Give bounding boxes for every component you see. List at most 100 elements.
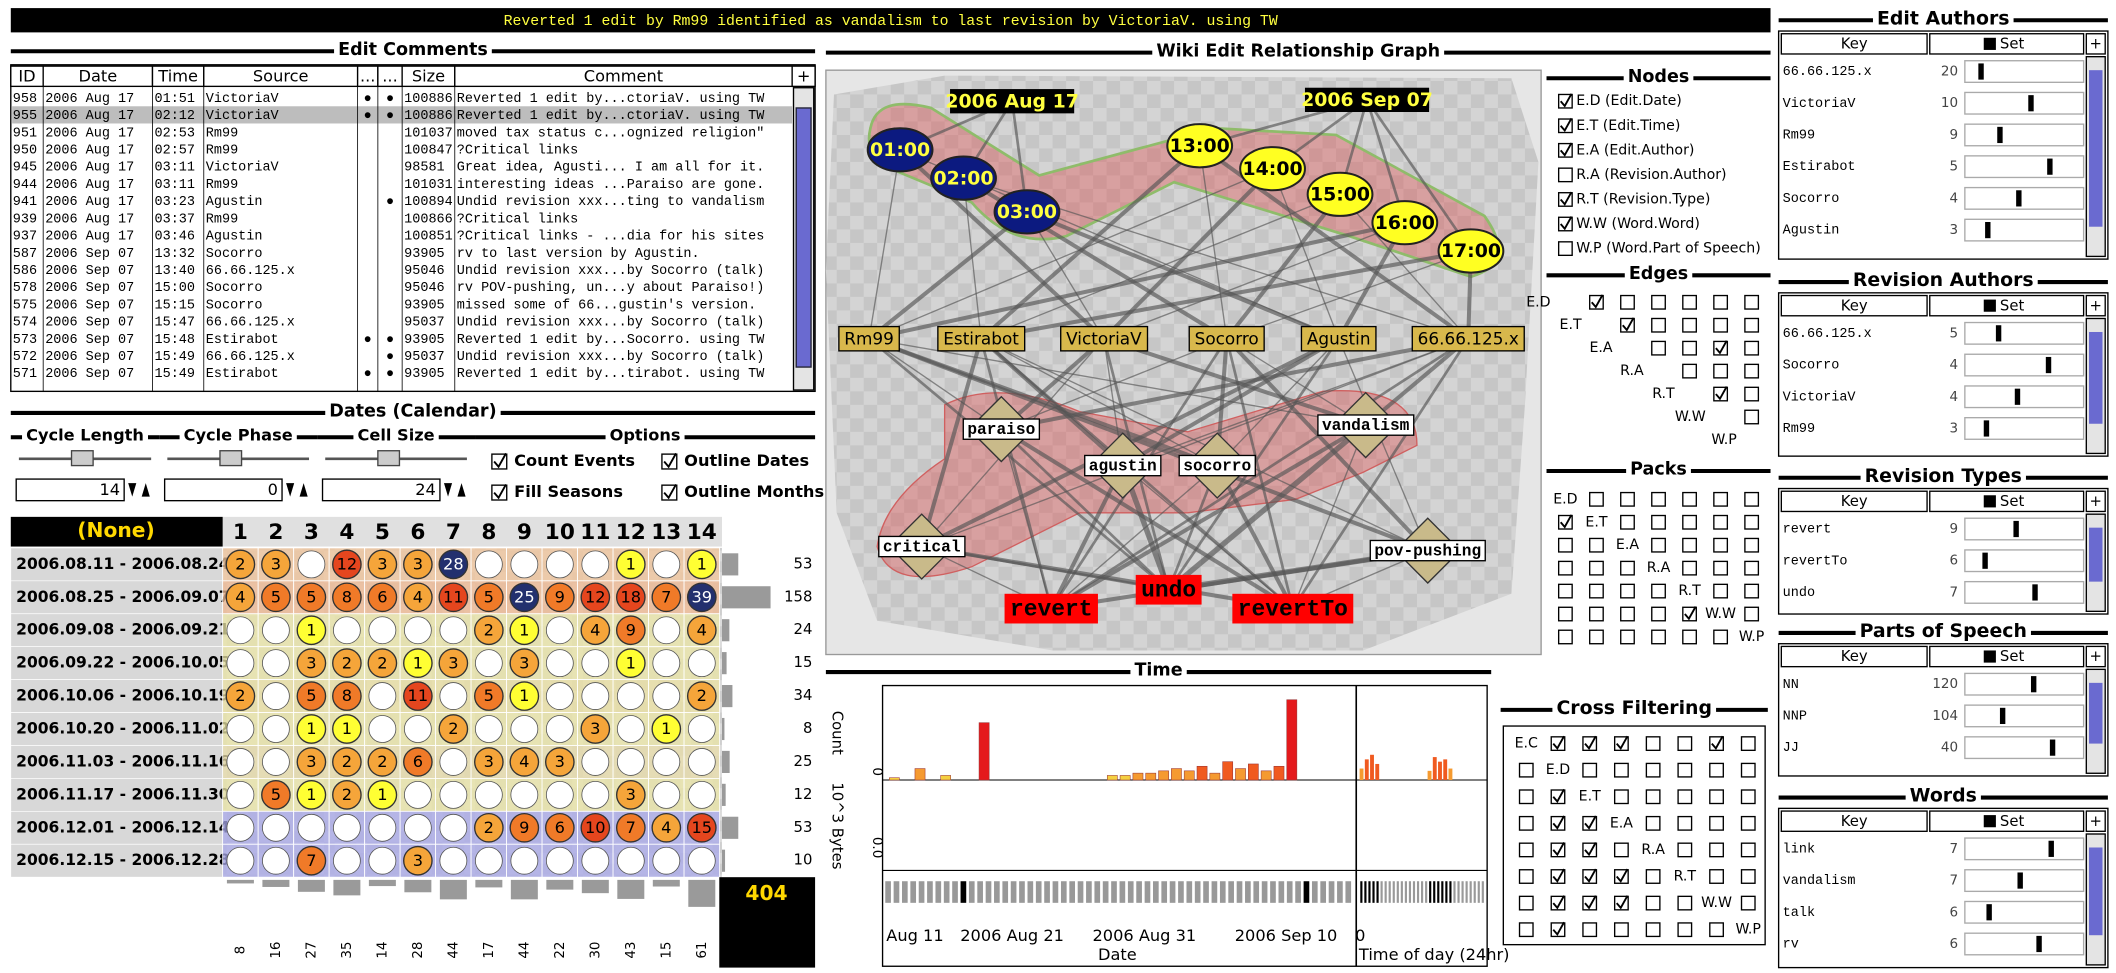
slider-knob[interactable] [219,450,243,467]
day-cell[interactable] [296,648,327,678]
day-cell[interactable] [474,681,504,711]
set-slider[interactable] [1964,517,2085,541]
day-cell[interactable] [332,582,362,613]
day-cell[interactable] [509,615,540,646]
checkbox[interactable] [1645,789,1661,805]
checkbox[interactable] [1744,317,1760,333]
checkbox[interactable] [1744,537,1760,553]
checkbox[interactable] [1645,895,1661,911]
day-cell[interactable] [296,780,327,810]
checkbox[interactable] [1589,491,1604,507]
checkbox[interactable] [1713,317,1729,333]
day-cell[interactable] [580,812,611,843]
day-cell[interactable] [403,549,433,580]
date-node[interactable] [1304,87,1430,113]
author-node[interactable] [937,325,1026,352]
checkbox[interactable] [1744,340,1760,356]
checkbox[interactable] [1620,629,1635,645]
day-cell[interactable] [367,648,398,678]
checkbox[interactable] [1589,629,1604,645]
day-cell[interactable] [474,747,504,777]
time-node[interactable] [1437,228,1505,274]
checkbox[interactable] [1557,167,1573,183]
scrollbar-thumb[interactable] [795,107,812,368]
value-box[interactable] [15,478,125,502]
day-cell[interactable] [509,648,540,678]
day-cell[interactable] [474,582,504,613]
set-header[interactable] [1929,490,2085,513]
checkbox[interactable] [1713,363,1729,379]
day-cell[interactable] [332,780,362,810]
day-cell[interactable] [367,549,398,580]
day-cell[interactable] [332,714,362,744]
set-slider[interactable] [1964,353,2085,377]
checkbox[interactable] [1709,842,1724,858]
checkbox[interactable] [1677,815,1693,831]
day-cell[interactable] [651,714,682,744]
checkbox[interactable] [1589,583,1604,599]
type-node[interactable] [1004,593,1098,624]
checkbox[interactable] [1613,762,1629,778]
checkbox[interactable] [1744,606,1760,622]
spinner-up[interactable] [141,483,150,497]
spinner-down[interactable] [443,483,453,497]
checkbox[interactable] [1740,815,1756,831]
checkbox[interactable] [1713,560,1729,576]
set-slider[interactable] [1964,900,2085,924]
checkbox[interactable] [1620,606,1635,622]
day-cell[interactable] [296,747,327,777]
day-cell[interactable] [296,681,327,711]
checkbox[interactable] [1651,317,1666,333]
day-cell[interactable] [544,812,575,843]
day-cell[interactable] [296,714,327,744]
checkbox[interactable] [1744,560,1760,576]
set-header[interactable] [1929,33,2085,55]
day-cell[interactable] [615,615,646,646]
day-cell[interactable] [509,582,540,613]
checkbox[interactable] [1651,583,1666,599]
checkbox[interactable] [1744,386,1760,402]
day-cell[interactable] [332,681,362,711]
checkbox[interactable] [1651,491,1666,507]
author-node[interactable] [1060,325,1149,352]
day-cell[interactable] [544,582,575,613]
checkbox[interactable] [1651,537,1666,553]
spinner-down[interactable] [286,483,295,497]
day-cell[interactable] [686,549,717,580]
day-cell[interactable] [261,549,291,580]
author-node[interactable] [1188,325,1265,352]
checkbox[interactable] [1677,922,1693,938]
checkbox[interactable] [1589,537,1604,553]
checkbox[interactable] [1740,842,1756,858]
day-cell[interactable] [367,582,398,613]
day-cell[interactable] [225,582,256,613]
date-node[interactable] [950,89,1075,114]
key-header[interactable] [1780,490,1928,513]
day-cell[interactable] [474,615,504,646]
key-header[interactable] [1780,645,1928,668]
set-slider[interactable] [1964,321,2085,345]
checkbox[interactable] [1645,922,1661,938]
day-cell[interactable] [615,582,646,613]
day-cell[interactable] [225,549,256,580]
scrollbar-thumb[interactable] [2089,847,2103,936]
checkbox[interactable] [1740,895,1756,911]
set-header[interactable] [1929,645,2085,668]
set-slider[interactable] [1964,417,2085,440]
checkbox[interactable] [1582,762,1598,778]
set-slider[interactable] [1964,385,2085,409]
set-slider[interactable] [1964,704,2085,728]
day-cell[interactable] [296,582,327,613]
key-header[interactable] [1780,294,1928,317]
checkbox[interactable] [1613,922,1629,938]
checkbox[interactable] [1677,762,1693,778]
day-cell[interactable] [332,549,362,580]
checkbox[interactable] [1744,514,1760,530]
checkbox[interactable] [1620,514,1635,530]
checkbox[interactable] [1682,294,1697,310]
checkbox[interactable] [1582,922,1598,938]
checkbox[interactable] [1682,491,1697,507]
checkbox[interactable] [1682,317,1697,333]
set-slider[interactable] [1964,123,2085,147]
checkbox[interactable] [1744,491,1760,507]
